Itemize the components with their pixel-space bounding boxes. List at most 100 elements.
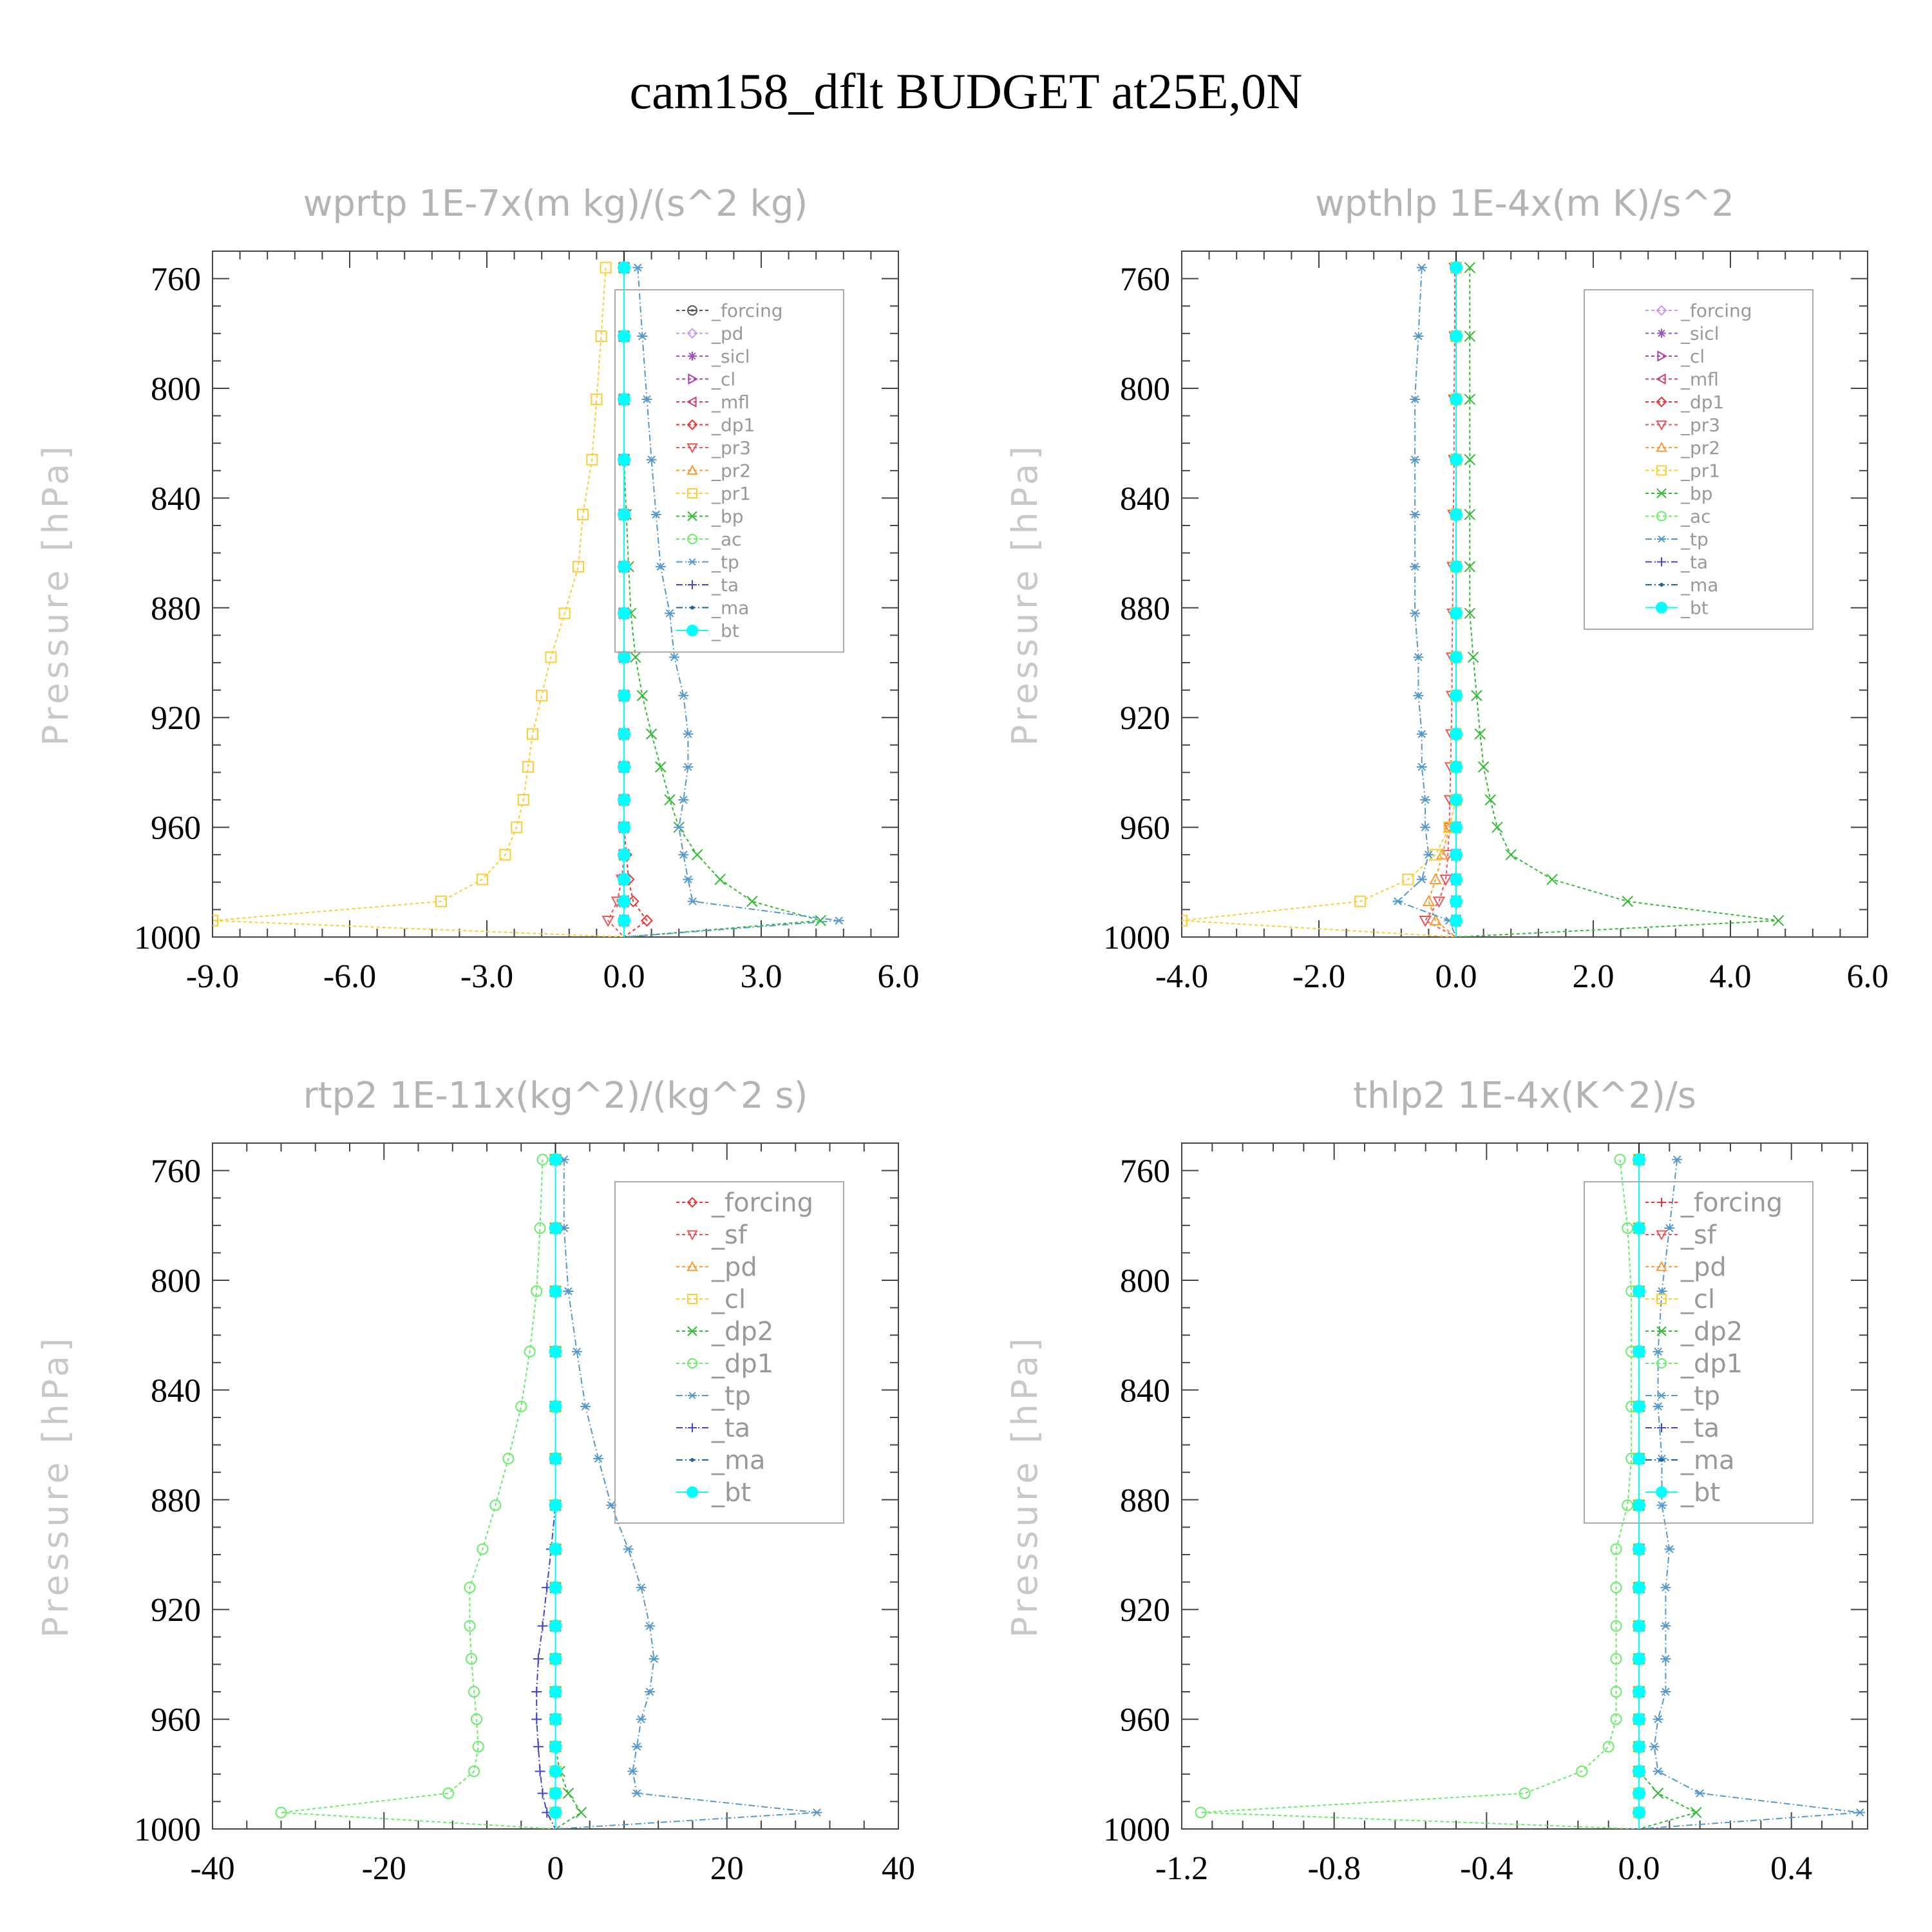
legend-item: _sicl [1645, 323, 1719, 345]
series-line [623, 267, 839, 937]
y-tick-label: 800 [1120, 371, 1170, 408]
plot-area [1182, 251, 1785, 937]
y-tick-label: 800 [1120, 1263, 1170, 1300]
data-point [678, 795, 689, 804]
legend-label: _forcing [711, 300, 783, 321]
legend-marker [1657, 1198, 1666, 1207]
series-line [281, 1159, 556, 1829]
x-tick-label: 0.0 [1618, 1850, 1660, 1887]
x-tick-label: -40 [190, 1850, 234, 1887]
data-point [618, 895, 630, 908]
legend-marker [1656, 1486, 1667, 1498]
data-point [531, 1714, 542, 1725]
legend: _forcing_sicl_cl_mfl_dp1_pr3_pr2_pr1_bp_… [1584, 289, 1814, 630]
legend-item: _pr3 [1645, 415, 1720, 436]
series-tp [555, 1155, 822, 1829]
legend-item: _dp1 [1645, 1349, 1743, 1379]
legend-label: _bt [1680, 598, 1709, 619]
data-point [1392, 897, 1403, 905]
y-tick-label: 880 [1120, 1482, 1170, 1519]
series-dp1 [275, 1153, 556, 1829]
data-point [586, 453, 598, 466]
chart-panel-1: wprtp 1E-7x(m kg)/(s^2 kg) Pressure [hPa]… [35, 183, 920, 995]
data-point [1614, 1153, 1626, 1166]
legend-item: _ac [1645, 506, 1711, 527]
legend-label: _ma [711, 1446, 765, 1475]
x-tick-label: 6.0 [1847, 958, 1889, 995]
data-point [536, 1153, 549, 1166]
data-point [563, 1287, 574, 1296]
legend-marker [1656, 511, 1667, 522]
data-point [618, 560, 630, 573]
data-point [549, 1153, 562, 1166]
legend-label: _pr1 [711, 483, 751, 504]
data-point [644, 1622, 655, 1631]
legend-item: _forcing [1645, 1188, 1783, 1218]
data-point [575, 1806, 587, 1819]
legend-label: _ta [711, 574, 739, 596]
data-point [549, 1499, 562, 1512]
series-bt [1633, 1153, 1645, 1829]
legend-label: _cl [711, 369, 735, 390]
data-point [1633, 1153, 1645, 1166]
data-point [435, 895, 447, 907]
data-point [811, 1808, 822, 1817]
y-tick-label: 1000 [1103, 920, 1170, 956]
legend-marker [687, 464, 698, 475]
legend-label: _cl [1680, 1285, 1715, 1314]
x-tick-label: -20 [362, 1850, 406, 1887]
data-point [1519, 1787, 1531, 1799]
legend-item: _forcing [676, 1188, 813, 1218]
data-point [1656, 1287, 1667, 1296]
data-point [1413, 332, 1424, 341]
legend-label: _forcing [1680, 300, 1752, 321]
data-point [1649, 1742, 1660, 1751]
data-point [1450, 895, 1463, 908]
data-point [1633, 1712, 1645, 1726]
series-tp [1392, 263, 1457, 937]
y-tick-label: 840 [1120, 1372, 1170, 1409]
series-line [1424, 267, 1457, 937]
x-tick-label: -0.8 [1308, 1850, 1361, 1887]
y-tick-label: 1000 [134, 920, 201, 956]
data-point [549, 1345, 562, 1358]
data-point [1410, 562, 1421, 571]
legend-item: _tp [1645, 1381, 1720, 1411]
legend-marker [688, 1423, 697, 1432]
legend-box [614, 1181, 844, 1524]
data-point [665, 609, 675, 618]
legend-marker [688, 1392, 697, 1399]
legend-marker [1655, 373, 1666, 385]
chart-panel-3: rtp2 1E-11x(kg^2)/(kg^2 s) Pressure [hPa]… [35, 1075, 915, 1887]
series-line [536, 1159, 556, 1829]
y-tick-label: 760 [151, 1153, 201, 1190]
legend-marker [1657, 1423, 1666, 1432]
y-tick-label: 920 [151, 1592, 201, 1629]
x-tick-label: 3.0 [741, 958, 782, 995]
data-point [549, 1581, 562, 1595]
data-point [534, 1222, 546, 1235]
data-point [1464, 561, 1476, 573]
data-point [1694, 1789, 1705, 1797]
legend-item: _cl [1645, 346, 1705, 367]
legend-item: _tp [676, 1381, 751, 1411]
legend-marker [1656, 1326, 1667, 1336]
data-point [1429, 873, 1442, 884]
legend-marker [1656, 1230, 1667, 1241]
data-point [1464, 330, 1476, 342]
data-point [466, 1653, 478, 1665]
data-point [573, 560, 584, 573]
data-point [683, 762, 694, 772]
y-tick-label: 800 [151, 371, 201, 408]
data-point [468, 1765, 480, 1777]
legend-item: _mfl [676, 392, 750, 413]
legend-label: _ac [1680, 506, 1711, 527]
legend-marker [688, 580, 697, 589]
data-point [1429, 914, 1442, 925]
legend-label: _tp [711, 1381, 751, 1411]
series-line [607, 267, 625, 937]
data-point [618, 650, 630, 664]
plot-frame [212, 251, 899, 938]
series-dp1 [1195, 1153, 1640, 1829]
data-point [1633, 1452, 1645, 1465]
